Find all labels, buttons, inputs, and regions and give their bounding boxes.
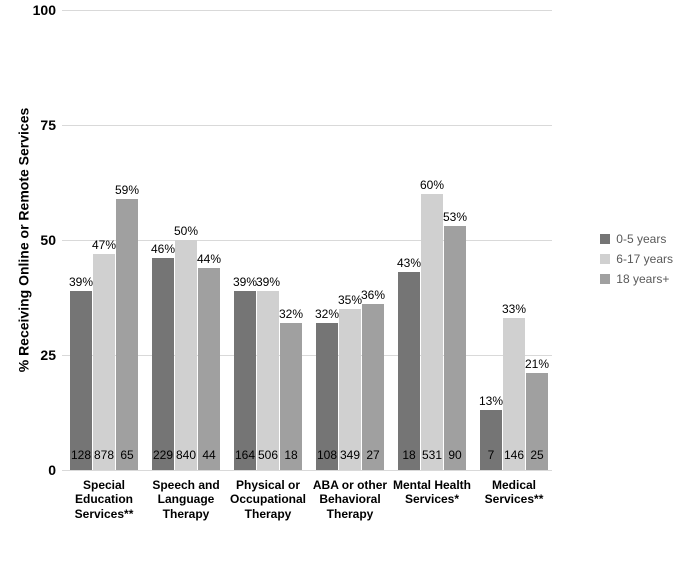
bar-n-label: 18 bbox=[271, 448, 311, 462]
bar-value-label: 59% bbox=[107, 183, 147, 197]
bar-n-label: 65 bbox=[107, 448, 147, 462]
bar bbox=[116, 199, 138, 470]
gridline bbox=[62, 125, 552, 126]
bar-n-label: 27 bbox=[353, 448, 393, 462]
x-tick-label: ABA or other Behavioral Therapy bbox=[309, 478, 391, 521]
gridline bbox=[62, 470, 552, 471]
bar bbox=[70, 291, 92, 470]
bar bbox=[234, 291, 256, 470]
bar-value-label: 32% bbox=[271, 307, 311, 321]
legend-item: 6-17 years bbox=[600, 252, 673, 266]
x-tick-label: Physical or Occupational Therapy bbox=[227, 478, 309, 521]
legend-item: 18 years+ bbox=[600, 272, 673, 286]
gridline bbox=[62, 10, 552, 11]
bar-value-label: 53% bbox=[435, 210, 475, 224]
chart-figure: % Receiving Online or Remote Services 02… bbox=[0, 0, 685, 578]
legend-label: 18 years+ bbox=[616, 272, 669, 286]
legend-label: 6-17 years bbox=[616, 252, 673, 266]
bar bbox=[93, 254, 115, 470]
legend-swatch bbox=[600, 254, 610, 264]
x-tick-label: Medical Services** bbox=[473, 478, 555, 507]
bar-value-label: 39% bbox=[248, 275, 288, 289]
bar-n-label: 90 bbox=[435, 448, 475, 462]
legend: 0-5 years 6-17 years 18 years+ bbox=[600, 226, 673, 292]
y-tick-label: 50 bbox=[22, 232, 56, 248]
plot-area: 025507510039%12847%87859%6546%22950%8404… bbox=[62, 10, 552, 470]
bar-value-label: 44% bbox=[189, 252, 229, 266]
y-tick-label: 100 bbox=[22, 2, 56, 18]
bar-value-label: 36% bbox=[353, 288, 393, 302]
bar bbox=[175, 240, 197, 470]
bar bbox=[398, 272, 420, 470]
bar-value-label: 50% bbox=[166, 224, 206, 238]
y-tick-label: 25 bbox=[22, 347, 56, 363]
bar-value-label: 33% bbox=[494, 302, 534, 316]
x-axis-labels: Special Education Services**Speech and L… bbox=[62, 478, 552, 556]
x-tick-label: Special Education Services** bbox=[63, 478, 145, 521]
y-tick-label: 0 bbox=[22, 462, 56, 478]
bar bbox=[152, 258, 174, 470]
bar-value-label: 60% bbox=[412, 178, 452, 192]
legend-label: 0-5 years bbox=[616, 232, 666, 246]
legend-item: 0-5 years bbox=[600, 232, 673, 246]
y-tick-label: 75 bbox=[22, 117, 56, 133]
legend-swatch bbox=[600, 234, 610, 244]
bar bbox=[339, 309, 361, 470]
bar bbox=[444, 226, 466, 470]
x-tick-label: Speech and Language Therapy bbox=[145, 478, 227, 521]
bar bbox=[421, 194, 443, 470]
bar bbox=[198, 268, 220, 470]
bar-value-label: 21% bbox=[517, 357, 557, 371]
legend-swatch bbox=[600, 274, 610, 284]
bar-n-label: 25 bbox=[517, 448, 557, 462]
x-tick-label: Mental Health Services* bbox=[391, 478, 473, 507]
bar-n-label: 44 bbox=[189, 448, 229, 462]
bar bbox=[362, 304, 384, 470]
